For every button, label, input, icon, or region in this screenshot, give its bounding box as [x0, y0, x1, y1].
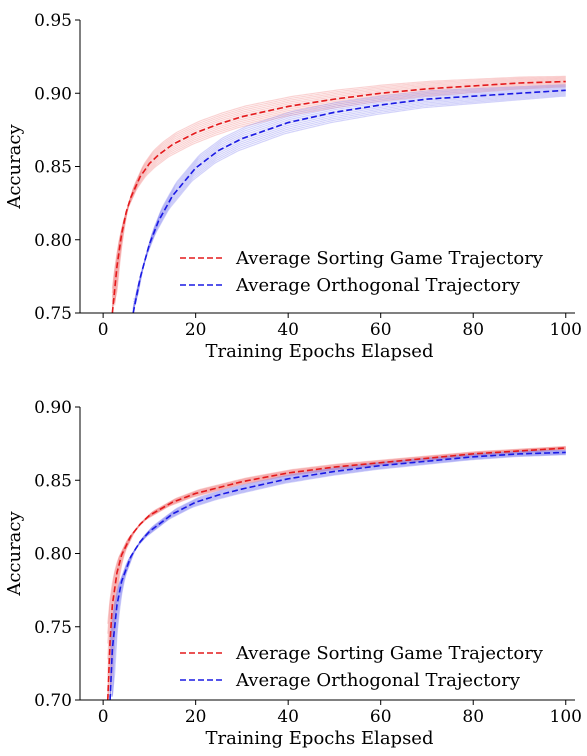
trajectory-line — [112, 76, 566, 303]
trajectory-line — [133, 85, 566, 303]
trajectory-line — [132, 94, 566, 310]
legend-label: Average Orthogonal Trajectory — [235, 670, 521, 691]
trajectory-line — [107, 449, 566, 624]
trajectory-line — [132, 92, 566, 311]
trajectory-line — [107, 446, 566, 698]
trajectory-line — [109, 452, 566, 666]
trajectory-band-group — [111, 75, 566, 313]
y-tick-label: 0.75 — [34, 304, 72, 324]
trajectory-line — [133, 84, 566, 300]
trajectory-line — [111, 82, 566, 307]
x-tick-label: 80 — [462, 320, 484, 340]
trajectory-line — [107, 448, 566, 660]
trajectory-line — [109, 454, 566, 642]
legend-label: Average Sorting Game Trajectory — [235, 248, 544, 269]
trajectory-line — [109, 452, 566, 680]
trajectory-line — [111, 79, 566, 310]
trajectory-line — [132, 95, 566, 309]
trajectory-line — [132, 87, 566, 307]
x-tick-label: 0 — [98, 707, 109, 727]
trajectory-line — [111, 83, 566, 302]
average-line-orthogonal — [109, 451, 566, 700]
trajectory-line — [111, 86, 566, 289]
trajectory-line — [111, 81, 566, 311]
trajectory-line — [109, 453, 566, 647]
trajectory-line — [107, 448, 566, 644]
y-tick-label: 0.70 — [34, 691, 72, 711]
y-tick-label: 0.75 — [34, 618, 72, 638]
trajectory-line — [107, 446, 566, 698]
average-line-sorting — [111, 80, 566, 313]
trajectory-line — [109, 451, 566, 699]
y-tick-label: 0.85 — [34, 471, 72, 491]
trajectory-line — [107, 448, 566, 634]
x-tick-label: 20 — [185, 707, 207, 727]
y-tick-label: 0.80 — [34, 231, 72, 251]
trajectory-line — [111, 78, 566, 308]
trajectory-line — [112, 75, 566, 301]
x-tick-label: 0 — [98, 320, 109, 340]
chart-bottom: 0.70 0.75 0.80 0.85 0.90 0 20 40 60 80 100 Training… — [4, 398, 582, 749]
y-tick-label: 0.95 — [34, 11, 72, 31]
trajectory-line — [109, 453, 566, 653]
average-line-orthogonal — [132, 89, 566, 313]
x-tick-label: 60 — [370, 707, 392, 727]
y-tick-label: 0.90 — [34, 84, 72, 104]
legend-label: Average Sorting Game Trajectory — [235, 643, 544, 664]
average-line-sorting — [106, 447, 566, 700]
trajectory-line — [132, 91, 566, 312]
trajectory-line — [111, 84, 566, 298]
y-axis-label: Accuracy — [4, 124, 25, 210]
x-tick-label: 40 — [277, 707, 299, 727]
x-tick-label: 80 — [462, 707, 484, 727]
x-tick-label: 100 — [550, 320, 582, 340]
legend: Average Sorting Game Trajectory Average O… — [180, 248, 544, 296]
trajectory-line — [109, 450, 566, 698]
trajectory-line — [132, 93, 566, 311]
chart-top: 0.75 0.80 0.85 0.90 0.95 0 20 40 60 80 100 Training… — [4, 11, 582, 362]
trajectory-line — [111, 85, 566, 294]
y-tick-label: 0.90 — [34, 398, 72, 418]
trajectory-line — [133, 86, 566, 305]
x-tick-label: 20 — [185, 320, 207, 340]
legend-label: Average Orthogonal Trajectory — [235, 275, 521, 296]
trajectory-line — [107, 445, 566, 697]
trajectory-line — [110, 450, 566, 697]
legend: Average Sorting Game Trajectory Average O… — [180, 643, 544, 691]
trajectory-line — [132, 88, 566, 310]
x-tick-label: 100 — [550, 707, 582, 727]
trajectory-line — [107, 447, 566, 676]
x-axis-label: Training Epochs Elapsed — [206, 728, 434, 749]
x-tick-label: 40 — [277, 320, 299, 340]
trajectory-line — [112, 77, 566, 306]
x-axis-label: Training Epochs Elapsed — [206, 341, 434, 362]
y-axis-label: Accuracy — [4, 511, 25, 597]
trajectory-line — [107, 446, 566, 699]
x-tick-label: 60 — [370, 320, 392, 340]
y-tick-label: 0.85 — [34, 158, 72, 178]
y-tick-label: 0.80 — [34, 545, 72, 565]
